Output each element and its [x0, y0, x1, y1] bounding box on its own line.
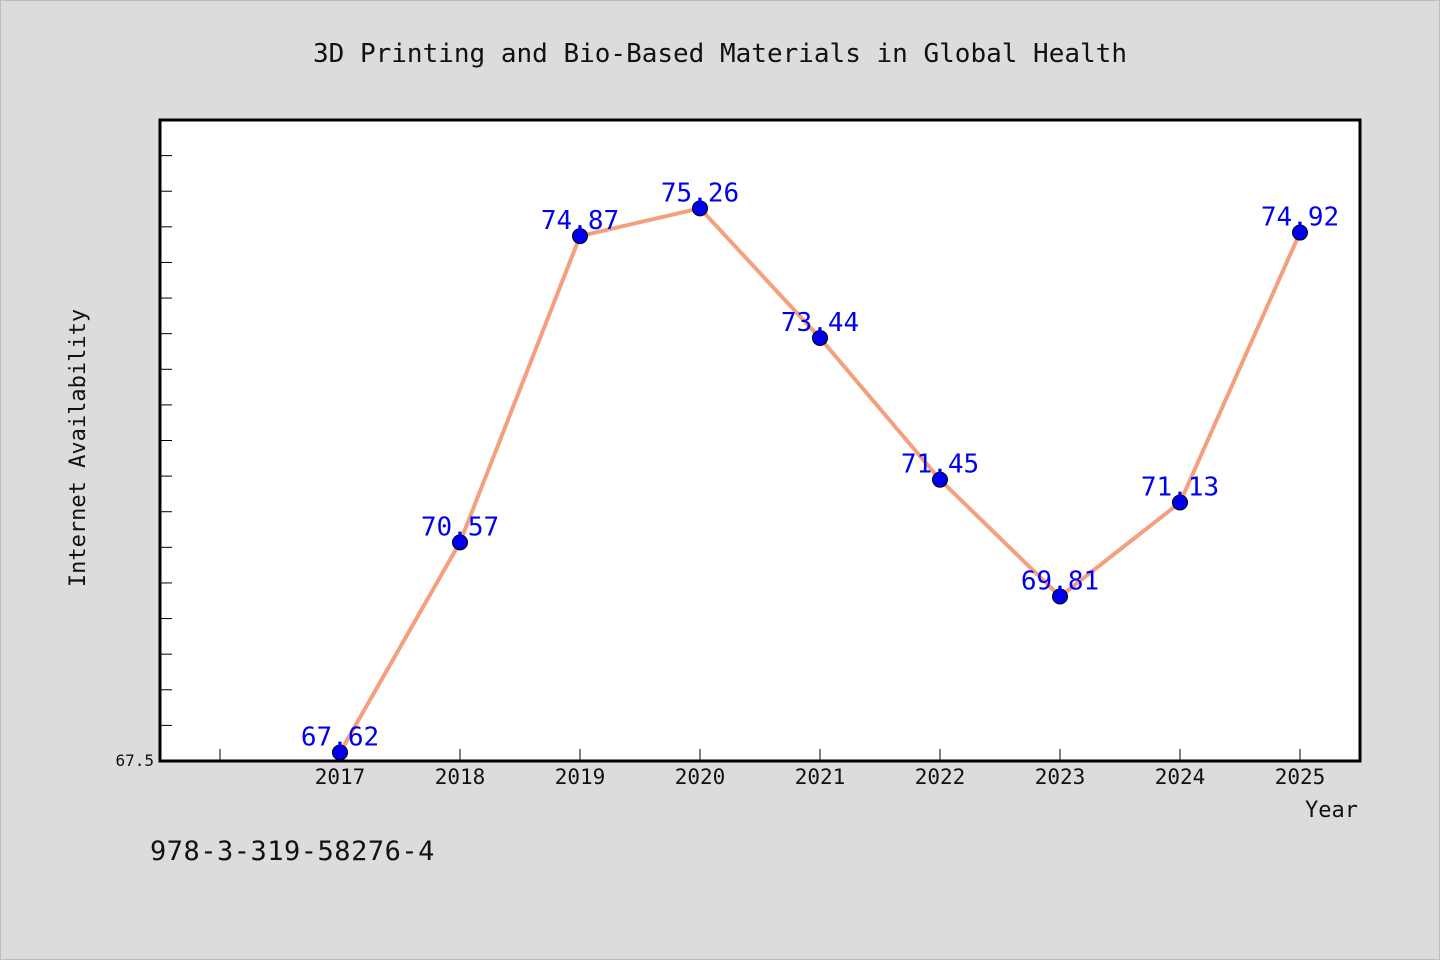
x-axis-label: Year	[1305, 798, 1358, 823]
x-tick-label: 2024	[1155, 765, 1206, 789]
x-tick-label: 2017	[315, 765, 366, 789]
data-label: 75.26	[661, 178, 739, 208]
data-point	[932, 471, 948, 488]
data-point	[1292, 224, 1308, 241]
x-tick-label: 2021	[795, 765, 846, 789]
data-label: 67.62	[301, 722, 379, 752]
data-label: 74.87	[541, 206, 619, 236]
y-axis-ticks	[160, 155, 172, 726]
x-tick-label: 2023	[1035, 765, 1086, 789]
plot-area	[158, 118, 1362, 763]
x-tick-label: 2018	[435, 765, 486, 789]
data-label: 74.92	[1261, 203, 1339, 233]
data-points	[332, 200, 1308, 761]
x-tick-label: 2020	[675, 765, 726, 789]
data-point	[1172, 494, 1188, 511]
data-point	[332, 744, 348, 761]
x-tick-labels: 2017 2018 2019 2020 2021 2022 2023 2024 2025	[315, 765, 1326, 789]
x-tick-label: 2022	[915, 765, 966, 789]
chart-title: 3D Printing and Bio-Based Materials in G…	[313, 39, 1127, 69]
data-point	[812, 329, 828, 346]
y-tick-label: 67.5	[115, 751, 154, 770]
data-label: 71.45	[901, 450, 979, 480]
data-point	[1052, 588, 1068, 605]
isbn-text: 978-3-319-58276-4	[150, 836, 435, 867]
data-labels: 67.62 70.57 74.87 75.26 73.44 71.45 69.81 71.13…	[301, 178, 1339, 752]
data-point	[692, 200, 708, 217]
data-label: 73.44	[781, 308, 859, 338]
x-tick-label: 2025	[1275, 765, 1326, 789]
y-axis-label: Internet Availability	[66, 309, 91, 587]
data-label: 71.13	[1141, 472, 1219, 502]
x-tick-label: 2019	[555, 765, 606, 789]
data-label: 69.81	[1021, 566, 1099, 596]
data-point	[572, 228, 588, 245]
data-label: 70.57	[421, 512, 499, 542]
data-point	[452, 534, 468, 551]
